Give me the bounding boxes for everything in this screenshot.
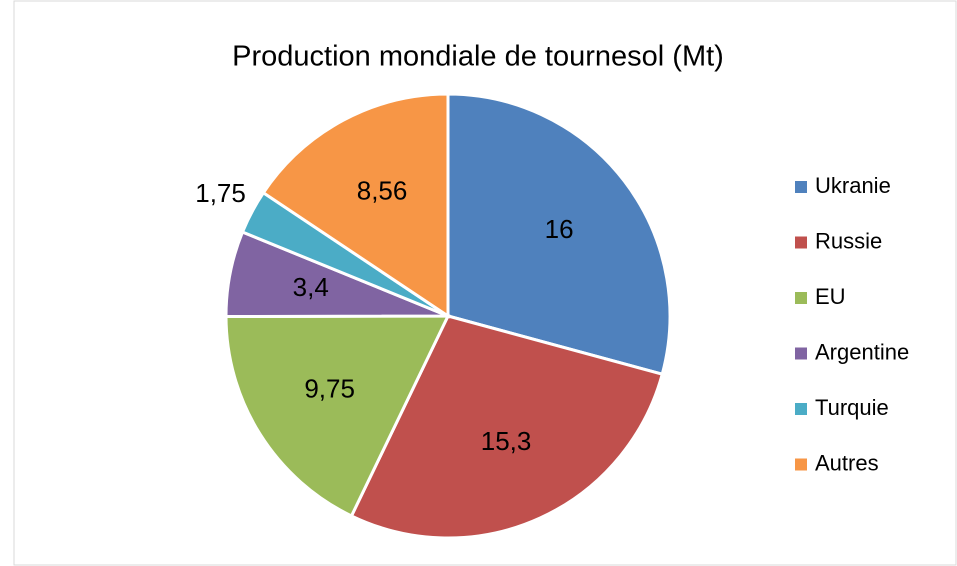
legend-swatch — [795, 181, 807, 193]
data-label: 16 — [545, 214, 574, 244]
data-label: 1,75 — [195, 178, 246, 208]
legend-swatch — [795, 458, 807, 471]
legend-swatch — [795, 347, 807, 360]
pie-slice — [446, 92, 672, 376]
legend-label: Autres — [815, 450, 879, 475]
data-label: 15,3 — [481, 426, 532, 456]
legend-swatch — [795, 403, 807, 415]
legend-label: Turquie — [815, 395, 889, 420]
legend-label: EU — [815, 284, 846, 309]
data-label: 9,75 — [304, 373, 355, 403]
legend-label: Ukranie — [815, 173, 891, 198]
legend-swatch — [795, 236, 807, 249]
pie-slice — [349, 314, 665, 540]
pie-slice — [261, 92, 450, 319]
legend-swatch — [795, 292, 807, 304]
data-label: 8,56 — [357, 176, 408, 206]
pie-slice — [224, 314, 451, 518]
data-label: 3,4 — [293, 272, 329, 302]
legend-label: Russie — [815, 228, 882, 253]
chart-title: Production mondiale de tournesol (Mt) — [232, 41, 724, 73]
legend-label: Argentine — [815, 339, 909, 364]
